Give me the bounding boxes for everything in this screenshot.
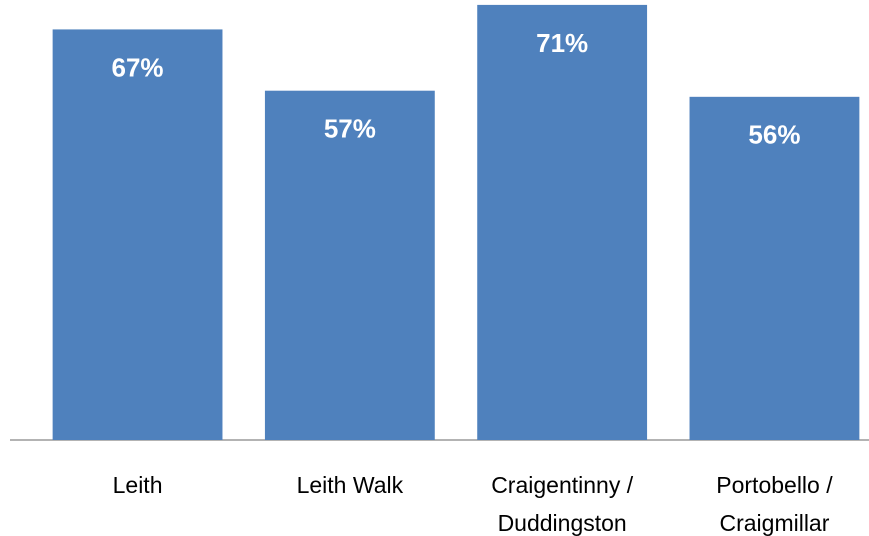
x-tick-label: Portobello / Craigmillar: [716, 472, 833, 536]
data-label: 67%: [112, 52, 164, 82]
data-label: 56%: [748, 120, 800, 150]
data-label: 71%: [536, 28, 588, 58]
x-tick-label: Leith Walk: [297, 472, 404, 498]
x-tick-label: Craigentinny / Duddingston: [491, 472, 634, 536]
x-tick-label-line: Craigmillar: [719, 510, 829, 536]
bar: [52, 29, 223, 441]
x-tick-label-line: Portobello /: [716, 472, 833, 498]
x-tick-label-line: Craigentinny /: [491, 472, 634, 498]
data-label: 57%: [324, 114, 376, 144]
x-tick-label-line: Duddingston: [498, 510, 627, 536]
x-tick-label-line: Leith Walk: [297, 472, 404, 498]
x-tick-label: Leith: [113, 472, 163, 498]
bar: [477, 4, 648, 441]
bar: [689, 96, 860, 440]
x-tick-label-line: Leith: [113, 472, 163, 498]
bar: [264, 90, 435, 440]
